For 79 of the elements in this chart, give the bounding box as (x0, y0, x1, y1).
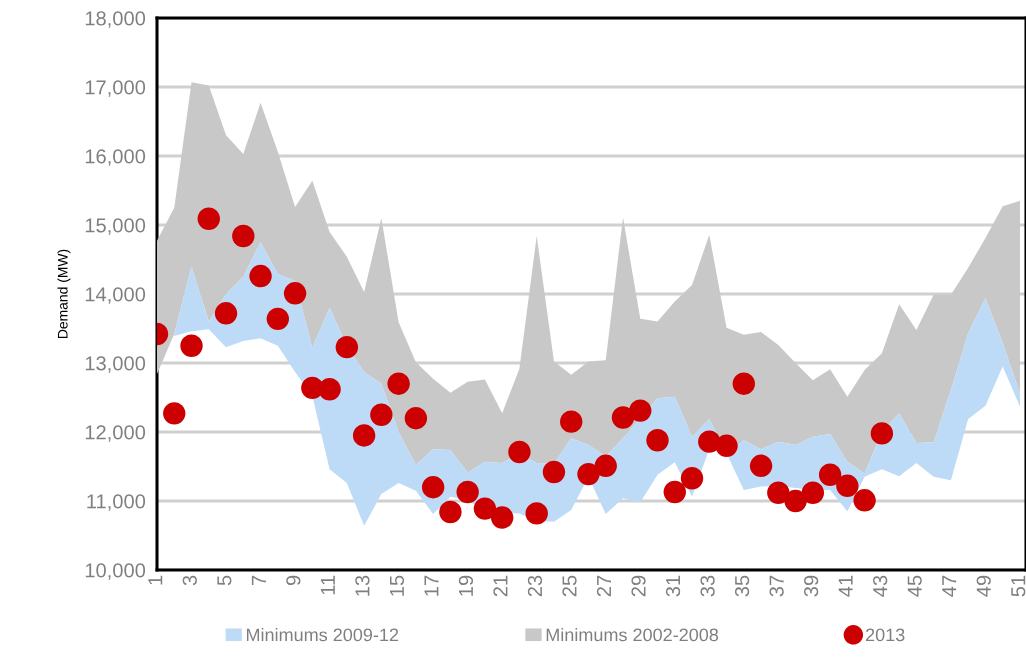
x-tick-label: 47 (942, 575, 957, 597)
x-tick-label: 17 (424, 575, 439, 596)
x-tick-label: 15 (389, 575, 405, 596)
point (749, 454, 773, 478)
x-tick-label: 31 (665, 575, 681, 597)
x-tick-label: 45 (907, 575, 922, 597)
point (560, 410, 583, 433)
y-tick-label: 11,000 (87, 494, 146, 511)
x-tick-label: 41 (838, 575, 853, 597)
x-tick-label: 3 (182, 575, 197, 586)
point (853, 489, 876, 512)
point (197, 207, 220, 230)
y-tick-label: 18,000 (85, 11, 146, 28)
y-tick-label: 16,000 (85, 149, 146, 166)
point (629, 399, 652, 422)
point (577, 462, 600, 486)
point (818, 463, 842, 486)
legend-label: Minimums 2002-2008 (546, 628, 719, 642)
point (542, 460, 566, 484)
y-tick-label: 15,000 (85, 218, 146, 235)
point (594, 454, 617, 478)
point (439, 500, 462, 524)
point (836, 474, 859, 498)
x-tick-label: 11 (320, 575, 335, 595)
legend-label: 2013 (866, 628, 905, 642)
x-tick-label: 49 (976, 575, 991, 597)
point (318, 378, 341, 401)
point (508, 440, 531, 464)
point (387, 372, 410, 395)
point (456, 480, 479, 504)
point (214, 302, 238, 325)
point (370, 403, 393, 426)
x-tick-label: 51 (1011, 575, 1026, 597)
x-tick-label: 7 (251, 575, 266, 586)
x-tick-label: 37 (769, 575, 784, 597)
x-tick-label: 1 (148, 575, 163, 585)
x-tick-label: 13 (355, 575, 370, 596)
point (335, 335, 359, 359)
point (680, 467, 704, 490)
point (232, 224, 255, 248)
point (180, 334, 203, 357)
x-tick-label: 27 (596, 575, 611, 597)
point (473, 497, 497, 520)
x-tick-label: 29 (631, 575, 646, 597)
point (715, 434, 738, 457)
point (663, 480, 686, 504)
x-tick-label: 25 (562, 575, 577, 597)
point (611, 406, 635, 429)
point (266, 307, 290, 331)
x-tick-label: 33 (700, 575, 715, 597)
legend-label: Minimums 2009-12 (246, 628, 399, 642)
y-tick-label: 13,000 (85, 356, 146, 373)
point (784, 489, 807, 513)
point (421, 476, 445, 499)
point (352, 424, 376, 447)
x-tick-label: 39 (803, 575, 819, 597)
point (870, 422, 894, 445)
x-tick-label: 21 (493, 575, 508, 597)
y-tick-label: 10,000 (85, 563, 146, 580)
y-tick-label: 12,000 (85, 425, 146, 442)
point (646, 429, 669, 452)
point (404, 407, 428, 430)
point (249, 264, 272, 288)
point (801, 481, 825, 504)
x-tick-label: 19 (458, 575, 474, 596)
point (525, 502, 548, 525)
point (163, 402, 186, 425)
y-tick-label: 17,000 (85, 80, 146, 97)
x-tick-label: 5 (217, 575, 232, 586)
y-tick-label: 14,000 (85, 287, 146, 304)
x-tick-label: 43 (873, 575, 888, 597)
y-axis-title: Demand (MW) (57, 249, 71, 338)
point (490, 506, 514, 529)
x-tick-label: 23 (527, 575, 543, 597)
point (767, 481, 790, 504)
point (732, 372, 756, 395)
point (283, 282, 307, 305)
x-tick-label: 35 (734, 575, 750, 597)
x-tick-label: 9 (286, 575, 301, 586)
